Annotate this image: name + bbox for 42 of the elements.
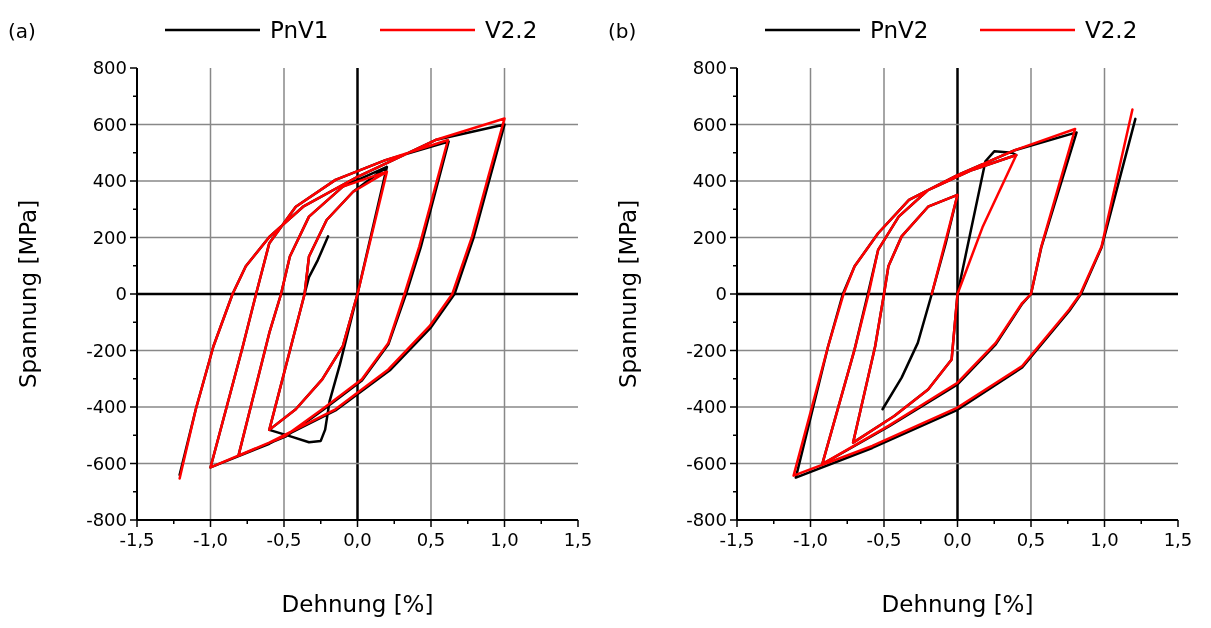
x-tick-label: 0,0 xyxy=(343,529,372,550)
x-tick-label: 1,5 xyxy=(1163,529,1193,550)
y-tick-label: 400 xyxy=(692,170,727,191)
y-tick-label: 0 xyxy=(715,283,727,304)
x-tick-label: 1,5 xyxy=(563,529,593,550)
x-tick-label: -1,5 xyxy=(719,529,755,550)
y-axis-title: Spannung [MPa] xyxy=(615,199,641,389)
y-tick-label: -200 xyxy=(86,339,127,361)
y-tick-label: -400 xyxy=(686,396,727,417)
legend-label: PnV2 xyxy=(870,17,929,43)
x-tick-label: 0,5 xyxy=(1016,529,1046,550)
legend-label: V2.2 xyxy=(1085,17,1138,43)
y-tick-label: -400 xyxy=(86,396,127,417)
y-tick-label: 600 xyxy=(92,113,127,135)
x-tick-label: 1,0 xyxy=(1090,529,1119,550)
x-tick-label: 0,5 xyxy=(416,529,446,550)
y-tick-label: 600 xyxy=(692,113,727,135)
y-tick-label: 400 xyxy=(92,170,127,191)
x-tick-label: -0,5 xyxy=(866,529,902,550)
y-tick-label: -600 xyxy=(86,452,127,474)
chart-title: (b) xyxy=(608,19,637,43)
x-axis-title: Dehnung [%] xyxy=(281,591,434,617)
y-tick-label: -600 xyxy=(686,452,727,474)
x-tick-label: -1,0 xyxy=(192,529,229,550)
x-tick-label: 1,0 xyxy=(490,529,519,550)
x-tick-label: -1,0 xyxy=(792,529,829,550)
y-axis-title: Spannung [MPa] xyxy=(15,199,41,389)
y-tick-label: 800 xyxy=(692,57,727,78)
y-tick-label: -800 xyxy=(86,509,127,530)
y-tick-label: -200 xyxy=(686,339,727,361)
x-tick-label: -0,5 xyxy=(266,529,302,550)
legend-label: PnV1 xyxy=(270,17,329,43)
y-tick-label: 0 xyxy=(115,283,127,304)
y-tick-label: 200 xyxy=(92,226,127,248)
y-tick-label: 200 xyxy=(692,226,727,248)
x-tick-label: -1,5 xyxy=(119,529,155,550)
chart-title: (a) xyxy=(8,19,36,43)
y-tick-label: 800 xyxy=(92,57,127,78)
legend-label: V2.2 xyxy=(485,17,538,43)
y-tick-label: -800 xyxy=(686,509,727,530)
x-tick-label: 0,0 xyxy=(943,529,972,550)
x-axis-title: Dehnung [%] xyxy=(881,591,1034,617)
